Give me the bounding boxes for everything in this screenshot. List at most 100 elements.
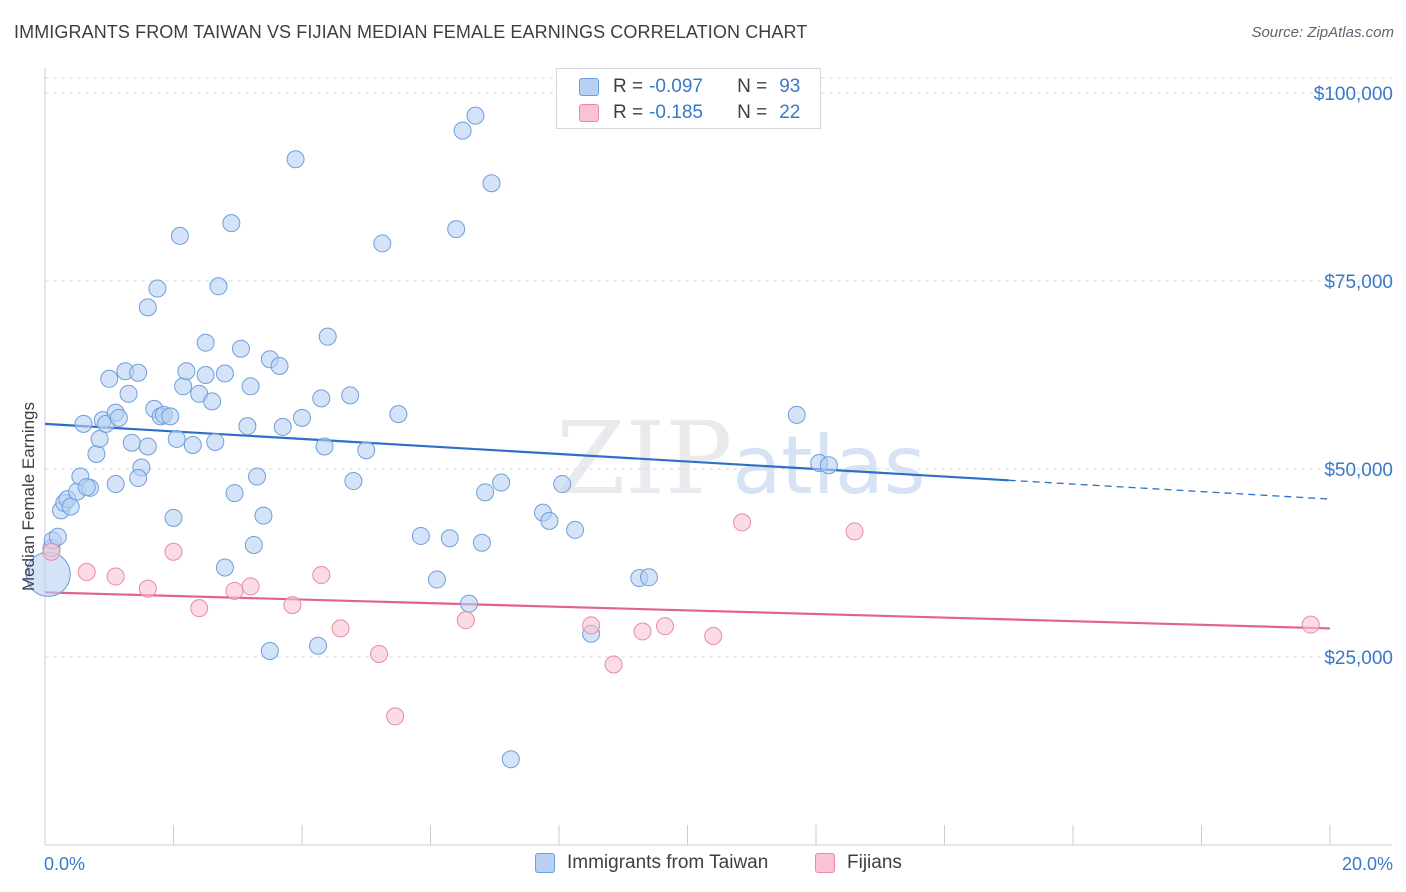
- taiwan-point: [373, 234, 392, 253]
- fijian-point: [42, 542, 61, 561]
- taiwan-point: [119, 384, 138, 403]
- taiwan-point: [215, 364, 234, 383]
- taiwan-point: [341, 386, 360, 405]
- taiwan-point: [466, 106, 485, 125]
- taiwan-point: [222, 214, 241, 233]
- taiwan-point: [109, 408, 128, 427]
- taiwan-point: [566, 520, 585, 539]
- taiwan-point: [427, 570, 446, 589]
- taiwan-point: [61, 497, 80, 516]
- taiwan-point: [74, 414, 93, 433]
- taiwan-point: [260, 641, 279, 660]
- taiwan-point: [164, 508, 183, 527]
- fijian-point: [241, 577, 260, 596]
- taiwan-point: [357, 441, 376, 460]
- taiwan-point: [819, 456, 838, 475]
- n-value: 93: [779, 76, 801, 97]
- taiwan-trend-extension: [1008, 479, 1331, 500]
- taiwan-point: [482, 174, 501, 193]
- fijian-trend-line: [44, 591, 1331, 630]
- taiwan-point: [106, 475, 125, 494]
- fijian-point: [1301, 615, 1320, 634]
- taiwan-point: [196, 333, 215, 352]
- y-tick-label: $25,000: [1324, 648, 1393, 669]
- taiwan-point: [273, 417, 292, 436]
- fijian-point: [283, 596, 302, 615]
- n-label: N =: [737, 102, 768, 123]
- r-label: R =: [613, 102, 644, 123]
- taiwan-point: [254, 506, 273, 525]
- fijian-point: [456, 611, 475, 630]
- taiwan-point: [203, 392, 222, 411]
- fijian-point: [845, 522, 864, 541]
- taiwan-point: [209, 277, 228, 296]
- legend-row-fijians: R = -0.185 N = 22: [579, 100, 800, 126]
- taiwan-point: [244, 535, 263, 554]
- fijian-point: [225, 581, 244, 600]
- taiwan-swatch: [579, 78, 599, 96]
- n-label: N =: [737, 76, 768, 97]
- taiwan-swatch: [535, 853, 555, 873]
- taiwan-point: [460, 594, 479, 613]
- r-label: R =: [613, 76, 644, 97]
- taiwan-point: [639, 568, 658, 587]
- taiwan-point: [389, 405, 408, 424]
- taiwan-point: [553, 475, 572, 494]
- taiwan-point: [129, 469, 148, 488]
- taiwan-point: [167, 429, 186, 448]
- taiwan-point: [100, 369, 119, 388]
- fijian-point: [106, 567, 125, 586]
- taiwan-point: [48, 527, 67, 546]
- n-value: 22: [779, 102, 801, 123]
- fijian-point: [138, 579, 157, 598]
- fijian-point: [331, 619, 350, 638]
- grid-lines: [45, 77, 1392, 658]
- trend-lines: [44, 422, 1331, 630]
- taiwan-point: [183, 435, 202, 454]
- taiwan-point: [206, 432, 225, 451]
- r-value: -0.185: [649, 102, 703, 123]
- taiwan-point: [411, 526, 430, 545]
- taiwan-point: [129, 363, 148, 382]
- taiwan-trend-line: [44, 422, 1009, 482]
- y-tick-label: $100,000: [1314, 84, 1393, 105]
- fijian-swatch: [815, 853, 835, 873]
- taiwan-point: [174, 377, 193, 396]
- taiwan-point: [286, 150, 305, 169]
- taiwan-point: [196, 366, 215, 385]
- taiwan-point: [138, 298, 157, 317]
- taiwan-point: [248, 467, 267, 486]
- fijian-point: [633, 622, 652, 641]
- x-tick-label: 0.0%: [44, 854, 85, 874]
- taiwan-point: [318, 327, 337, 346]
- r-value: -0.097: [649, 76, 703, 97]
- series-legend: Immigrants from Taiwan Fijians: [0, 852, 1406, 878]
- fijian-point: [370, 645, 389, 664]
- fijian-point: [77, 563, 96, 582]
- legend-row-taiwan: R = -0.097 N = 93: [579, 74, 800, 100]
- source-credit: Source: ZipAtlas.com: [1251, 24, 1394, 41]
- taiwan-point: [241, 377, 260, 396]
- legend-item-taiwan[interactable]: Immigrants from Taiwan: [535, 852, 768, 874]
- legend-item-fijians[interactable]: Fijians: [815, 852, 902, 874]
- taiwan-point: [476, 483, 495, 502]
- taiwan-point: [312, 389, 331, 408]
- fijian-point: [386, 707, 405, 726]
- fijian-point: [704, 626, 723, 645]
- y-axis-label: Median Female Earnings: [19, 402, 38, 591]
- taiwan-point: [270, 357, 289, 376]
- fijian-point: [312, 566, 331, 585]
- taiwan-point: [344, 472, 363, 491]
- taiwan-point: [177, 362, 196, 381]
- legend-label-taiwan: Immigrants from Taiwan: [567, 852, 769, 873]
- taiwan-point: [225, 484, 244, 503]
- fijian-point: [656, 617, 675, 636]
- taiwan-point: [215, 558, 234, 577]
- taiwan-point: [90, 429, 109, 448]
- y-tick-label: $50,000: [1324, 460, 1393, 481]
- taiwan-point: [440, 529, 459, 548]
- taiwan-point: [540, 511, 559, 530]
- axes: [44, 68, 1392, 846]
- taiwan-point: [87, 444, 106, 463]
- stats-legend: R = -0.097 N = 93 R = -0.185 N = 22: [556, 68, 821, 129]
